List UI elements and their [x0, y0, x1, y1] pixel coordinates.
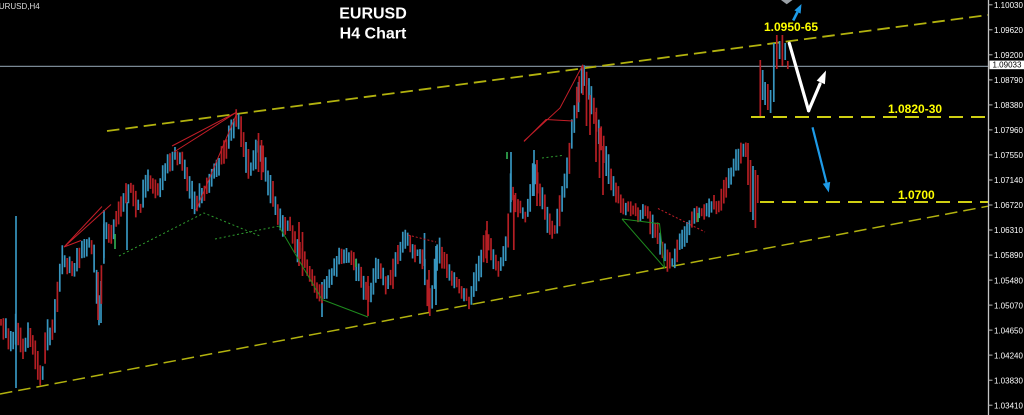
- svg-text:1.05890: 1.05890: [994, 251, 1023, 260]
- svg-text:1.07140: 1.07140: [994, 176, 1023, 185]
- svg-text:1.08790: 1.08790: [994, 76, 1023, 85]
- svg-text:EURUSD,H4: EURUSD,H4: [0, 2, 40, 11]
- svg-text:1.06310: 1.06310: [994, 226, 1023, 235]
- svg-text:1.10030: 1.10030: [994, 1, 1023, 10]
- svg-text:1.04240: 1.04240: [994, 351, 1023, 360]
- svg-text:1.08380: 1.08380: [994, 101, 1023, 110]
- svg-text:1.0950-65: 1.0950-65: [764, 20, 818, 34]
- svg-text:1.06720: 1.06720: [994, 201, 1023, 210]
- svg-text:1.03830: 1.03830: [994, 376, 1023, 385]
- svg-text:1.04650: 1.04650: [994, 326, 1023, 335]
- svg-text:1.07960: 1.07960: [994, 126, 1023, 135]
- svg-text:1.09620: 1.09620: [994, 26, 1023, 35]
- svg-text:1.09200: 1.09200: [994, 51, 1023, 60]
- svg-text:1.0820-30: 1.0820-30: [888, 102, 942, 116]
- svg-text:1.05070: 1.05070: [994, 301, 1023, 310]
- svg-text:H4 Chart: H4 Chart: [340, 26, 407, 43]
- svg-text:1.0700: 1.0700: [898, 188, 935, 202]
- svg-text:1.09033: 1.09033: [993, 61, 1022, 70]
- svg-text:1.05480: 1.05480: [994, 276, 1023, 285]
- svg-text:1.07550: 1.07550: [994, 151, 1023, 160]
- svg-text:1.03410: 1.03410: [994, 401, 1023, 410]
- svg-text:EURUSD: EURUSD: [339, 6, 407, 23]
